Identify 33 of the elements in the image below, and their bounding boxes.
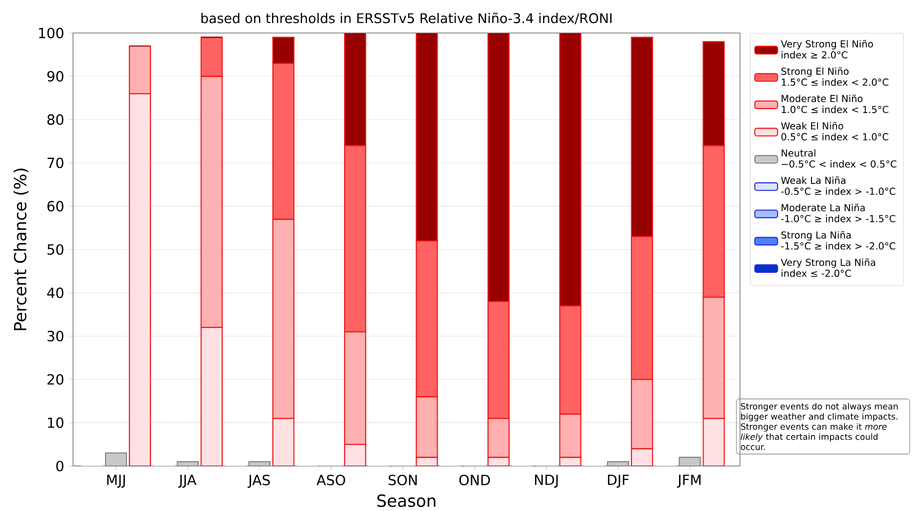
y-tick-label: 0 [56, 460, 64, 472]
y-tick-label: 10 [48, 417, 64, 428]
x-tick-label: ASO [316, 474, 346, 486]
y-axis-title: Percent Chance (%) [14, 168, 28, 330]
y-tick-label: 50 [48, 244, 64, 255]
legend-label: Weak La Niña -0.5°C ≥ index > -1.0°C [781, 176, 896, 195]
legend-label: Strong El Niño 1.5°C ≤ index < 2.0°C [781, 67, 888, 86]
x-tick-label: NDJ [535, 474, 558, 488]
y-tick-label: 40 [47, 288, 64, 298]
legend-label: Weak El Niño 0.5°C ≤ index < 1.0°C [781, 122, 888, 140]
x-tick-label: SON [388, 474, 417, 486]
x-tick-label: JAS [248, 474, 270, 488]
x-tick-label: JJA [178, 474, 196, 488]
y-tick-label: 80 [47, 114, 64, 125]
y-tick-label: 70 [48, 158, 64, 168]
legend-label: Very Strong La Niña index ≤ -2.0°C [780, 258, 876, 277]
chart-title: based on thresholds in ERSSTv5 Relative Niño-3.4 index/RONI [201, 12, 612, 24]
x-tick-label: MJJ [107, 474, 125, 488]
y-tick-label: 90 [47, 71, 64, 82]
legend-label: Neutral −0.5°C < index < 0.5°C [782, 149, 896, 168]
legend-label: Moderate El Niño 1.0°C ≤ index < 1.5°C [782, 94, 888, 114]
y-tick-label: 20 [48, 374, 64, 385]
y-tick-label: 60 [47, 200, 64, 212]
legend-label: Moderate La Niña -1.0°C ≥ index > -1.5°C [781, 204, 896, 222]
text: Stronger events do not always mean bigger weather and climate impacts. Stronger events can make it more likely that certain impacts could occur. [740, 402, 898, 450]
x-axis-title: Season [377, 494, 436, 507]
y-tick-label: 100 [39, 28, 64, 38]
x-tick-label: OND [459, 474, 490, 486]
x-tick-label: DJF [608, 474, 629, 488]
x-tick-label: JFM [676, 474, 701, 488]
legend-label: Very Strong El Niño index ≥ 2.0°C [780, 40, 873, 58]
y-tick-label: 30 [48, 330, 64, 342]
legend-label: Strong La Niña -1.5°C ≥ index > -2.0°C [781, 231, 896, 250]
